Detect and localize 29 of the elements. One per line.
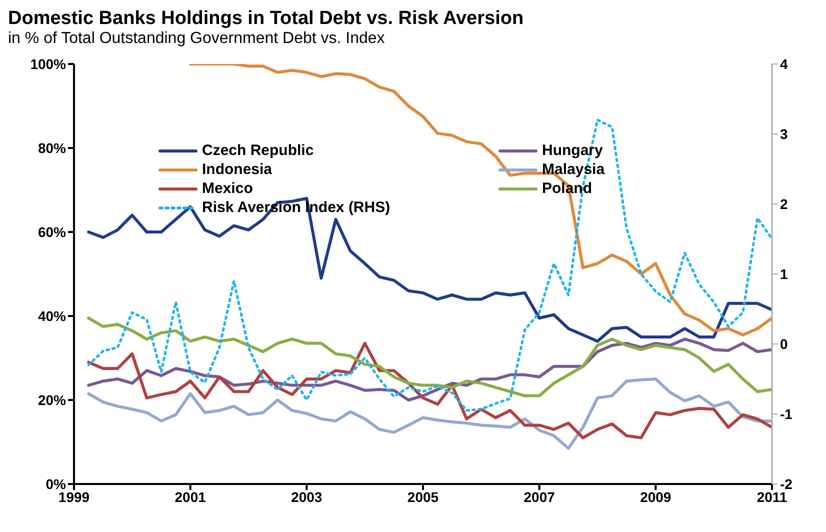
y-tick-label: 40% (38, 308, 67, 324)
y2-tick-label: 4 (780, 56, 788, 72)
y-tick-label: 100% (30, 56, 67, 72)
line-series (87, 342, 772, 440)
y2-tick-label: 3 (780, 126, 788, 142)
line-series (87, 378, 772, 450)
y-tick-label: 60% (38, 224, 67, 240)
y-tick-label: 80% (38, 140, 67, 156)
chart-subtitle: in % of Total Outstanding Government Debt vs. Index (8, 30, 386, 48)
line-series (87, 316, 772, 398)
y-tick-label: 20% (38, 392, 67, 408)
y2-tick-label: 0 (780, 336, 788, 352)
line-series (87, 118, 772, 412)
x-tick-label: 2003 (291, 488, 322, 505)
x-tick-label: 2005 (407, 488, 439, 505)
legend-label: Mexico (202, 180, 253, 197)
legend-label: Hungary (542, 142, 603, 159)
y2-tick-label: 1 (780, 266, 788, 282)
line-series (87, 196, 772, 343)
legend-label: Czech Republic (202, 142, 314, 159)
x-tick-label: 2001 (174, 488, 206, 505)
x-tick-label: 2007 (524, 488, 556, 505)
line-series (188, 64, 772, 336)
y2-tick-label: 2 (780, 196, 788, 212)
legend-label: Indonesia (202, 161, 272, 178)
x-tick-label: 2009 (640, 488, 672, 505)
chart-title: Domestic Banks Holdings in Total Debt vs. Risk Aversion (8, 8, 525, 30)
y2-tick-label: -1 (780, 406, 793, 422)
legend-label: Malaysia (542, 161, 605, 178)
